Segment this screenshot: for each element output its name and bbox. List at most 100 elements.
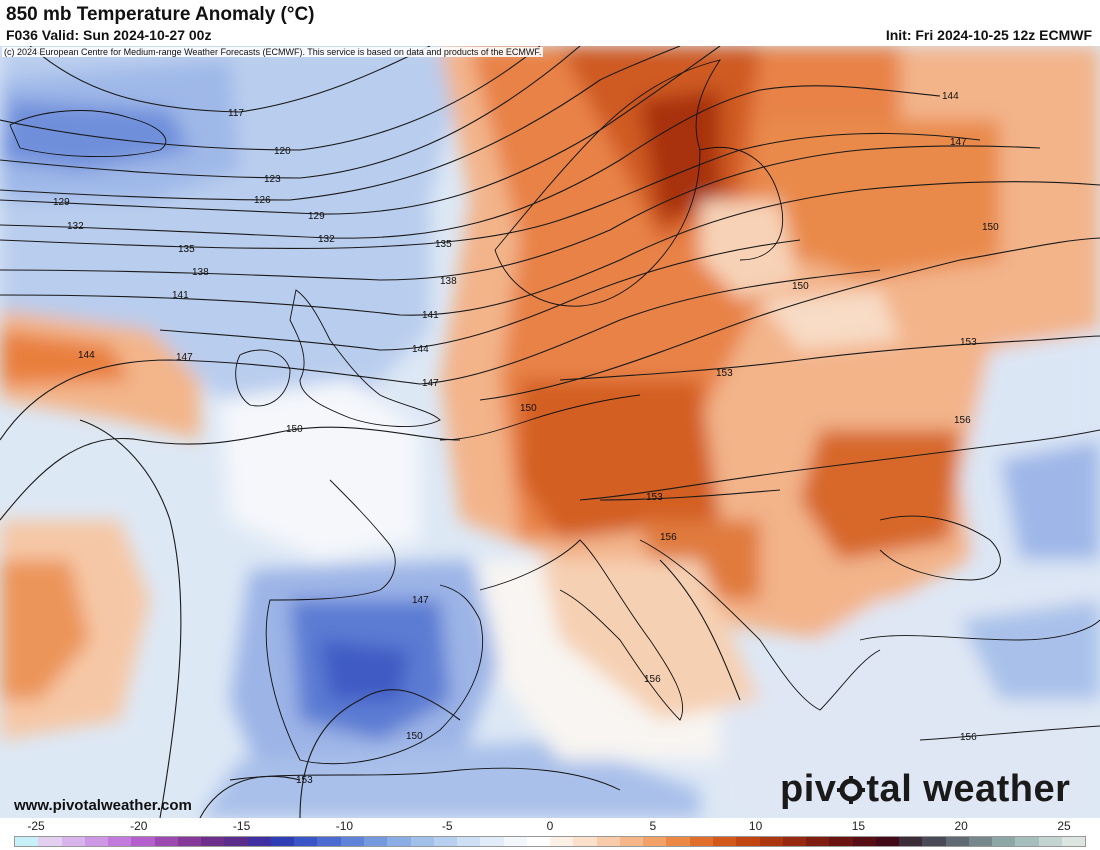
- contour-label: 153: [296, 775, 313, 786]
- contour-label: 117: [228, 108, 244, 119]
- great-britain-coast: [289, 289, 441, 427]
- coastlines: [9, 59, 1100, 791]
- caspian-cool-core: [1000, 440, 1100, 560]
- colorbar-swatch: [410, 837, 434, 846]
- colorbar-swatch: [852, 837, 876, 846]
- contour-129: [0, 46, 721, 215]
- sw-atlantic-warm-core: [0, 560, 90, 700]
- romania-warm-core: [800, 430, 960, 560]
- contour-156b: [659, 559, 741, 701]
- ireland-coast: [235, 349, 291, 407]
- contour-label: 144: [942, 91, 959, 102]
- contour-label: 132: [318, 234, 335, 245]
- contour-156: [579, 429, 1100, 501]
- anatolia-cool-core: [960, 600, 1100, 700]
- contour-label: 132: [67, 221, 84, 232]
- colorbar-swatch: [15, 837, 39, 846]
- height-contours: [0, 46, 1100, 818]
- colorbar-swatch: [317, 837, 341, 846]
- header: 850 mb Temperature Anomaly (°C) F036 Val…: [0, 0, 1100, 46]
- colorbar-labels: -25 -20 -15 -10 -5 0 5 10 15 20 25: [0, 819, 1100, 835]
- colorbar-tick-label: 0: [546, 819, 554, 833]
- contour-label: 129: [53, 197, 70, 208]
- colorbar-swatch: [736, 837, 760, 846]
- gear-icon: [837, 776, 866, 804]
- black-sea-coast: [879, 515, 1001, 581]
- contour-120: [0, 46, 541, 151]
- colorbar-swatch: [573, 837, 597, 846]
- contour-label: 147: [412, 595, 429, 606]
- colorbar-swatch: [433, 837, 458, 846]
- contour-label: 156: [954, 415, 971, 426]
- colorbar-swatch: [154, 837, 178, 846]
- colorbar-swatch: [526, 837, 551, 846]
- anomaly-map[interactable]: 117 120 123 126 129 129 132 132 135 135 …: [0, 46, 1100, 818]
- colorbar-swatch: [201, 837, 225, 846]
- contour-150b: [479, 237, 1100, 401]
- colorbar-swatch: [689, 837, 713, 846]
- colorbar-tick-label: 20: [954, 819, 968, 833]
- colorbar-tick-label: -5: [441, 819, 453, 833]
- colorbar-swatch: [666, 837, 690, 846]
- colorbar-swatch: [247, 837, 271, 846]
- contour-label: 153: [716, 368, 733, 379]
- map-canvas: 117 120 123 126 129 129 132 132 135 135 …: [0, 46, 1100, 818]
- contour-label: 150: [406, 731, 423, 742]
- contour-label: 150: [520, 403, 537, 414]
- copyright-notice: (c) 2024 European Centre for Medium-rang…: [2, 47, 544, 57]
- contour-label: 138: [192, 267, 209, 278]
- colorbar-swatch: [61, 837, 85, 846]
- iceland-coast: [9, 110, 167, 157]
- contour-156c: [919, 725, 1100, 741]
- contour-138: [0, 145, 1041, 281]
- italy-coast: [479, 539, 684, 721]
- contour-labels: 117 120 123 126 129 129 132 132 135 135 …: [53, 91, 999, 786]
- contour-label: 123: [264, 174, 281, 185]
- field-blobs: [0, 46, 1100, 818]
- colorbar-swatch: [759, 837, 783, 846]
- baltic-lighter-region: [700, 200, 800, 300]
- iceland-cold-core: [0, 100, 190, 170]
- contour-144: [159, 239, 801, 351]
- colorbar-swatch: [596, 837, 620, 846]
- contour-label: 141: [172, 290, 189, 301]
- colorbar-swatch: [782, 837, 807, 846]
- colorbar-swatch: [294, 837, 318, 846]
- temperature-anomaly-field: [0, 46, 1100, 818]
- colorbar-swatch: [457, 837, 481, 846]
- contour-label: 135: [178, 244, 195, 255]
- brand-prefix: piv: [780, 768, 837, 810]
- brand-logo: piv tal weather: [780, 768, 1070, 811]
- colorbar-swatch: [829, 837, 853, 846]
- colorbar-swatch: [550, 837, 574, 846]
- contour-label: 147: [950, 137, 967, 148]
- colorbar-swatch: [1061, 837, 1086, 846]
- colorbar-swatch: [619, 837, 644, 846]
- contour-126: [0, 46, 681, 201]
- website-link[interactable]: www.pivotalweather.com: [14, 797, 192, 814]
- north-africa-coast: [229, 767, 621, 791]
- colorbar-tick-label: 5: [649, 819, 657, 833]
- colorbar-tick-label: 10: [748, 819, 763, 833]
- iberia-coast: [265, 479, 484, 765]
- contour-150c: [79, 419, 182, 818]
- atlantic-warm-core: [0, 330, 130, 385]
- colorbar-swatch: [806, 837, 830, 846]
- contour-label: 153: [960, 337, 977, 348]
- anatolia-coast: [859, 619, 1100, 641]
- contour-153a: [559, 335, 1100, 381]
- colorbar-swatch: [224, 837, 248, 846]
- colorbar-tick-label: -20: [130, 819, 148, 833]
- colorbar-tick-label: -10: [335, 819, 354, 833]
- contour-label: 156: [960, 732, 977, 743]
- contour-141: [0, 181, 1100, 316]
- contour-123: [0, 46, 581, 179]
- brand-suffix: tal weather: [866, 768, 1071, 810]
- contour-132: [0, 85, 941, 239]
- scandinavia-coast: [494, 59, 722, 307]
- colorbar-swatch: [643, 837, 667, 846]
- colorbar-swatch: [1038, 837, 1062, 846]
- colorbar-swatch: [992, 837, 1016, 846]
- colorbar-swatch: [131, 837, 155, 846]
- colorbar-swatch: [712, 837, 737, 846]
